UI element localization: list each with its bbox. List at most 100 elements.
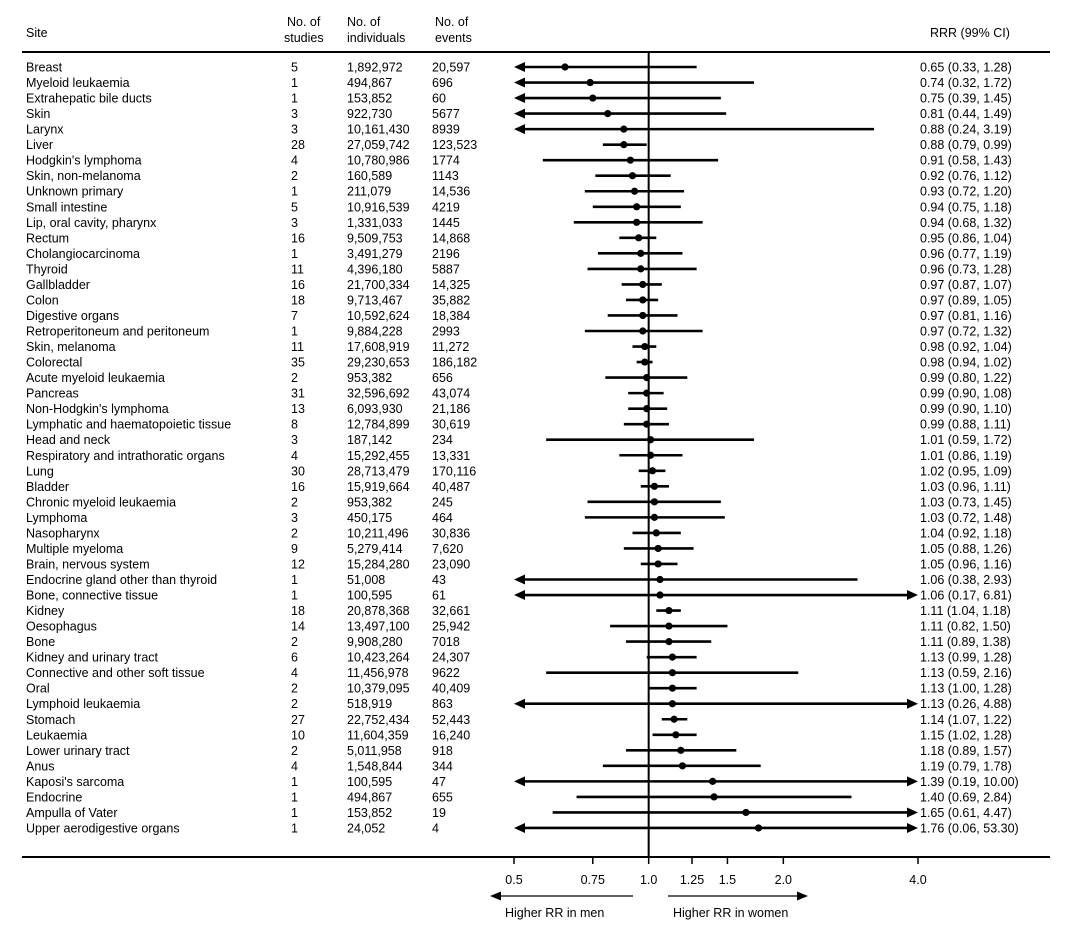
forest-row-hodgkin-s-lymphoma: Hodgkin's lymphoma 4 10,780,986 1774 0.91 (0…: [26, 154, 1012, 168]
row-site-label: Hodgkin's lymphoma: [26, 154, 142, 168]
row-rrr-label: 1.39 (0.19, 10.00): [920, 775, 1019, 789]
row-rrr-label: 1.13 (0.59, 2.16): [920, 666, 1012, 680]
row-site-label: Lymphoma: [26, 511, 87, 525]
ci-arrow-right: [907, 590, 918, 601]
point-estimate: [650, 498, 659, 506]
header-studies-line1: No. of: [287, 15, 321, 29]
row-studies: 3: [291, 511, 298, 525]
row-events: 23,090: [432, 557, 470, 571]
row-rrr-label: 1.03 (0.73, 1.45): [920, 495, 1012, 509]
point-estimate: [633, 218, 641, 226]
row-studies: 13: [291, 402, 305, 416]
row-individuals: 11,604,359: [347, 728, 409, 742]
x-tick-label: 1.5: [719, 873, 736, 887]
row-studies: 12: [291, 557, 305, 571]
row-rrr-label: 1.05 (0.96, 1.16): [920, 557, 1012, 571]
row-events: 61: [432, 589, 446, 603]
row-studies: 35: [291, 356, 305, 370]
point-estimate: [656, 575, 664, 584]
point-estimate: [677, 746, 685, 754]
row-events: 4219: [432, 200, 460, 214]
row-individuals: 187,142: [347, 433, 392, 447]
row-rrr-label: 1.19 (0.79, 1.78): [920, 759, 1012, 773]
row-studies: 1: [291, 185, 298, 199]
forest-row-bone-connective-tissue: Bone, connective tissue 1 100,595 61 1.06 (0…: [26, 589, 1012, 603]
point-estimate: [710, 793, 718, 801]
row-events: 863: [432, 697, 453, 711]
row-events: 170,116: [432, 464, 476, 478]
header-events-line1: No. of: [435, 15, 469, 29]
row-studies: 2: [291, 495, 298, 509]
row-site-label: Colorectal: [26, 356, 82, 370]
point-estimate: [643, 420, 651, 428]
row-events: 60: [432, 92, 446, 106]
row-site-label: Bone: [26, 635, 55, 649]
row-studies: 28: [291, 138, 305, 152]
row-site-label: Kidney: [26, 604, 65, 618]
row-events: 7018: [432, 635, 460, 649]
row-site-label: Unknown primary: [26, 185, 124, 199]
row-studies: 4: [291, 666, 298, 680]
row-studies: 7: [291, 309, 298, 323]
row-events: 344: [432, 759, 453, 773]
point-estimate: [678, 762, 687, 770]
row-individuals: 4,396,180: [347, 262, 403, 276]
row-site-label: Lymphoid leukaemia: [26, 697, 140, 711]
point-estimate: [637, 265, 645, 273]
row-individuals: 9,713,467: [347, 293, 403, 307]
row-rrr-label: 0.98 (0.94, 1.02): [920, 356, 1012, 370]
row-studies: 27: [291, 713, 305, 727]
row-studies: 1: [291, 806, 298, 820]
row-rrr-label: 0.99 (0.88, 1.11): [920, 418, 1011, 432]
row-site-label: Upper aerodigestive organs: [26, 821, 180, 835]
forest-row-leukaemia: Leukaemia 10 11,604,359 16,240 1.15 (1.02, 1…: [26, 728, 1012, 742]
forest-row-non-hodgkin-s-lymphoma: Non-Hodgkin's lymphoma 13 6,093,930 21,186 0…: [26, 402, 1012, 416]
row-studies: 3: [291, 123, 298, 137]
forest-row-lung: Lung 30 28,713,479 170,116 1.02 (0.95, 1.09): [26, 464, 1012, 478]
row-events: 123,523: [432, 138, 477, 152]
point-estimate: [754, 824, 763, 832]
row-studies: 1: [291, 92, 298, 106]
point-estimate: [665, 638, 673, 646]
ci-arrow-right: [907, 807, 918, 818]
forest-row-cholangiocarcinoma: Cholangiocarcinoma 1 3,491,279 2196 0.96 (0.…: [26, 247, 1012, 261]
direction-left-label: Higher RR in men: [505, 906, 604, 920]
row-site-label: Kidney and urinary tract: [26, 651, 159, 665]
x-tick-label: 0.75: [581, 873, 605, 887]
forest-row-stomach: Stomach 27 22,752,434 52,443 1.14 (1.07, 1.2…: [26, 713, 1012, 727]
row-individuals: 5,279,414: [347, 542, 403, 556]
forest-row-acute-myeloid-leukaemia: Acute myeloid leukaemia 2 953,382 656 0.99 (…: [26, 371, 1012, 385]
row-site-label: Oesophagus: [26, 620, 97, 634]
row-site-label: Myeloid leukaemia: [26, 76, 130, 90]
row-events: 47: [432, 775, 446, 789]
row-events: 52,443: [432, 713, 470, 727]
row-studies: 16: [291, 278, 305, 292]
row-studies: 2: [291, 635, 298, 649]
point-estimate: [641, 358, 649, 366]
header-site: Site: [26, 26, 48, 40]
row-site-label: Connective and other soft tissue: [26, 666, 205, 680]
row-studies: 1: [291, 790, 298, 804]
row-site-label: Leukaemia: [26, 728, 87, 742]
row-rrr-label: 1.11 (1.04, 1.18): [920, 604, 1011, 618]
row-site-label: Thyroid: [26, 262, 68, 276]
row-site-label: Kaposi's sarcoma: [26, 775, 124, 789]
row-site-label: Small intestine: [26, 200, 107, 214]
row-individuals: 13,497,100: [347, 620, 410, 634]
row-rrr-label: 1.13 (1.00, 1.28): [920, 682, 1012, 696]
point-estimate: [665, 606, 673, 615]
row-site-label: Ampulla of Vater: [26, 806, 117, 820]
row-rrr-label: 1.14 (1.07, 1.22): [920, 713, 1012, 727]
row-events: 32,661: [432, 604, 470, 618]
forest-row-lip-oral-cavity-pharynx: Lip, oral cavity, pharynx 3 1,331,033 1445 0…: [26, 216, 1012, 230]
point-estimate: [561, 63, 569, 71]
row-studies: 3: [291, 216, 298, 230]
point-estimate: [643, 389, 651, 397]
row-site-label: Lymphatic and haematopoietic tissue: [26, 418, 231, 432]
row-studies: 2: [291, 169, 298, 183]
row-site-label: Rectum: [26, 231, 69, 245]
x-tick-label: 4.0: [909, 873, 926, 887]
row-events: 918: [432, 744, 453, 758]
row-events: 35,882: [432, 293, 470, 307]
row-studies: 3: [291, 433, 298, 447]
